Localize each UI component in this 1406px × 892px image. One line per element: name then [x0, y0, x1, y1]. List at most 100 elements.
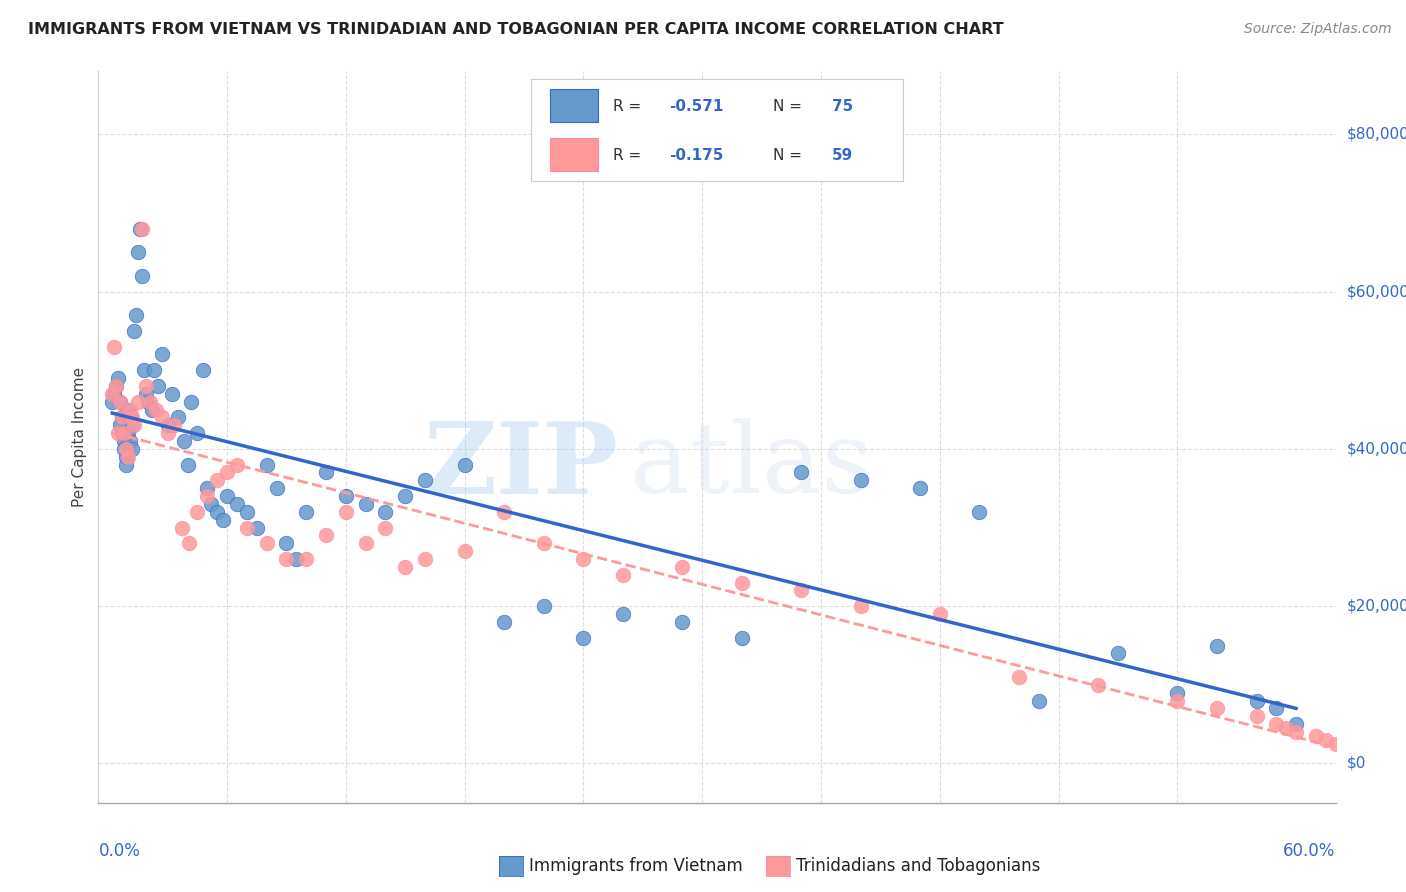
Text: Source: ZipAtlas.com: Source: ZipAtlas.com — [1244, 22, 1392, 37]
Point — [195, 481, 218, 495]
Point — [142, 363, 165, 377]
Point — [135, 379, 157, 393]
Point — [494, 615, 516, 629]
Point — [121, 442, 143, 456]
Point — [186, 426, 208, 441]
Point — [276, 536, 298, 550]
Point — [533, 536, 555, 550]
Point — [139, 394, 162, 409]
Point — [120, 434, 142, 448]
Point — [1285, 717, 1308, 731]
Point — [107, 426, 129, 441]
Point — [790, 583, 813, 598]
Point — [394, 559, 416, 574]
Point — [117, 426, 139, 441]
Point — [150, 347, 173, 361]
Point — [150, 410, 173, 425]
Point — [1008, 670, 1031, 684]
Text: atlas: atlas — [630, 418, 873, 514]
Point — [141, 402, 163, 417]
Point — [146, 379, 169, 393]
Point — [132, 363, 155, 377]
Text: ZIP: ZIP — [423, 417, 619, 515]
Text: $20,000: $20,000 — [1347, 599, 1406, 614]
Point — [176, 458, 198, 472]
Point — [394, 489, 416, 503]
Point — [671, 615, 693, 629]
Text: 0.0%: 0.0% — [98, 842, 141, 860]
Point — [163, 418, 186, 433]
Point — [285, 552, 308, 566]
Point — [671, 559, 693, 574]
Point — [101, 394, 124, 409]
Point — [849, 599, 872, 614]
Point — [105, 379, 128, 393]
Point — [108, 418, 131, 433]
Point — [246, 520, 269, 534]
Point — [256, 536, 278, 550]
Point — [1028, 693, 1050, 707]
Point — [1275, 721, 1298, 735]
Point — [217, 489, 239, 503]
Point — [115, 458, 138, 472]
Point — [127, 394, 149, 409]
Point — [108, 394, 131, 409]
Text: $0: $0 — [1347, 756, 1367, 771]
Point — [731, 575, 754, 590]
Point — [1334, 740, 1357, 755]
Point — [1265, 701, 1288, 715]
Point — [112, 426, 135, 441]
Point — [354, 536, 377, 550]
Point — [335, 489, 357, 503]
Point — [295, 505, 318, 519]
Text: 60.0%: 60.0% — [1284, 842, 1336, 860]
Point — [295, 552, 318, 566]
Point — [125, 308, 148, 322]
Point — [186, 505, 208, 519]
Point — [122, 418, 145, 433]
Point — [354, 497, 377, 511]
Point — [217, 466, 239, 480]
Text: Trinidadians and Tobagonians: Trinidadians and Tobagonians — [796, 857, 1040, 875]
Point — [156, 418, 179, 433]
Point — [121, 410, 143, 425]
Point — [453, 544, 475, 558]
Point — [315, 466, 337, 480]
Point — [131, 221, 153, 235]
Point — [335, 505, 357, 519]
Point — [195, 489, 218, 503]
Point — [315, 528, 337, 542]
Point — [1285, 725, 1308, 739]
Point — [212, 513, 235, 527]
Point — [117, 450, 139, 464]
Point — [122, 324, 145, 338]
Point — [256, 458, 278, 472]
Point — [1107, 646, 1129, 660]
Point — [136, 394, 159, 409]
Point — [413, 473, 436, 487]
Point — [731, 631, 754, 645]
Point — [266, 481, 288, 495]
Point — [180, 394, 202, 409]
Point — [1324, 737, 1347, 751]
Point — [112, 442, 135, 456]
Point — [1246, 709, 1268, 723]
Point — [115, 450, 138, 464]
Point — [226, 497, 249, 511]
Point — [173, 434, 195, 448]
Point — [193, 363, 215, 377]
Point — [276, 552, 298, 566]
Point — [112, 434, 135, 448]
Point — [156, 426, 179, 441]
Point — [103, 387, 125, 401]
Point — [572, 552, 595, 566]
Point — [111, 410, 134, 425]
Point — [107, 371, 129, 385]
Point — [374, 505, 396, 519]
Point — [135, 387, 157, 401]
Point — [170, 520, 193, 534]
Point — [1166, 686, 1188, 700]
Point — [908, 481, 931, 495]
Point — [103, 340, 125, 354]
Point — [533, 599, 555, 614]
